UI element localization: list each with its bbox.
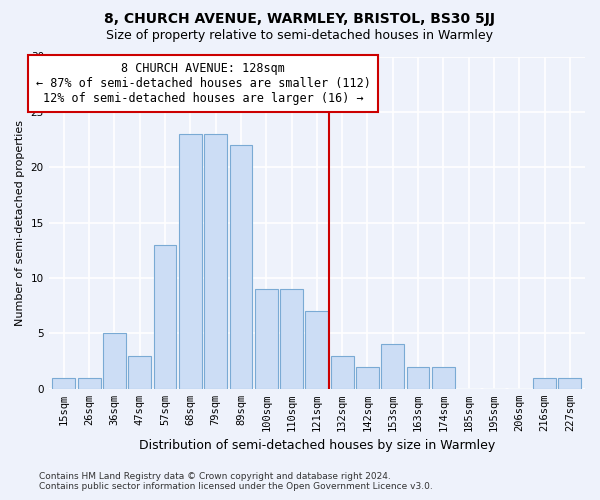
Bar — [356, 366, 379, 389]
Bar — [103, 334, 126, 389]
Bar — [305, 312, 328, 389]
Bar — [154, 245, 176, 389]
Bar — [331, 356, 353, 389]
X-axis label: Distribution of semi-detached houses by size in Warmley: Distribution of semi-detached houses by … — [139, 440, 495, 452]
Bar — [382, 344, 404, 389]
Bar — [280, 289, 303, 389]
Text: 8, CHURCH AVENUE, WARMLEY, BRISTOL, BS30 5JJ: 8, CHURCH AVENUE, WARMLEY, BRISTOL, BS30… — [104, 12, 496, 26]
Bar — [407, 366, 430, 389]
Bar — [559, 378, 581, 389]
Bar — [204, 134, 227, 389]
Bar — [533, 378, 556, 389]
Bar — [78, 378, 101, 389]
Bar — [128, 356, 151, 389]
Text: Size of property relative to semi-detached houses in Warmley: Size of property relative to semi-detach… — [107, 29, 493, 42]
Text: 8 CHURCH AVENUE: 128sqm
← 87% of semi-detached houses are smaller (112)
12% of s: 8 CHURCH AVENUE: 128sqm ← 87% of semi-de… — [35, 62, 370, 105]
Bar — [230, 145, 253, 389]
Bar — [432, 366, 455, 389]
Bar — [52, 378, 75, 389]
Text: Contains HM Land Registry data © Crown copyright and database right 2024.
Contai: Contains HM Land Registry data © Crown c… — [39, 472, 433, 491]
Bar — [179, 134, 202, 389]
Y-axis label: Number of semi-detached properties: Number of semi-detached properties — [15, 120, 25, 326]
Bar — [255, 289, 278, 389]
